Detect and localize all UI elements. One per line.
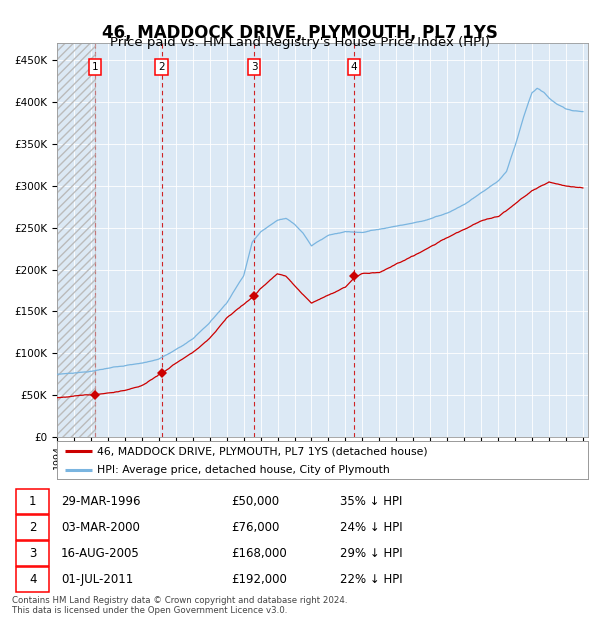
Text: £168,000: £168,000	[231, 547, 287, 560]
Text: 16-AUG-2005: 16-AUG-2005	[61, 547, 140, 560]
Text: 2: 2	[158, 62, 165, 72]
Text: 4: 4	[29, 573, 37, 586]
Text: 01-JUL-2011: 01-JUL-2011	[61, 573, 133, 586]
Text: 46, MADDOCK DRIVE, PLYMOUTH, PL7 1YS: 46, MADDOCK DRIVE, PLYMOUTH, PL7 1YS	[102, 24, 498, 42]
Text: 3: 3	[29, 547, 37, 560]
Text: HPI: Average price, detached house, City of Plymouth: HPI: Average price, detached house, City…	[97, 464, 389, 475]
Text: 03-MAR-2000: 03-MAR-2000	[61, 521, 140, 534]
Text: 4: 4	[350, 62, 357, 72]
FancyBboxPatch shape	[16, 489, 49, 514]
Text: 35% ↓ HPI: 35% ↓ HPI	[340, 495, 403, 508]
Text: £192,000: £192,000	[231, 573, 287, 586]
Text: 1: 1	[92, 62, 98, 72]
Text: 24% ↓ HPI: 24% ↓ HPI	[340, 521, 403, 534]
Text: 29-MAR-1996: 29-MAR-1996	[61, 495, 140, 508]
FancyBboxPatch shape	[16, 515, 49, 540]
Text: 2: 2	[29, 521, 37, 534]
Text: 1: 1	[29, 495, 37, 508]
Text: Contains HM Land Registry data © Crown copyright and database right 2024.
This d: Contains HM Land Registry data © Crown c…	[12, 596, 347, 615]
Text: Price paid vs. HM Land Registry's House Price Index (HPI): Price paid vs. HM Land Registry's House …	[110, 36, 490, 49]
Text: £50,000: £50,000	[231, 495, 279, 508]
FancyBboxPatch shape	[16, 541, 49, 566]
Text: 3: 3	[251, 62, 257, 72]
Text: 22% ↓ HPI: 22% ↓ HPI	[340, 573, 403, 586]
Text: £76,000: £76,000	[231, 521, 279, 534]
FancyBboxPatch shape	[16, 567, 49, 592]
Text: 46, MADDOCK DRIVE, PLYMOUTH, PL7 1YS (detached house): 46, MADDOCK DRIVE, PLYMOUTH, PL7 1YS (de…	[97, 446, 427, 456]
Text: 29% ↓ HPI: 29% ↓ HPI	[340, 547, 403, 560]
